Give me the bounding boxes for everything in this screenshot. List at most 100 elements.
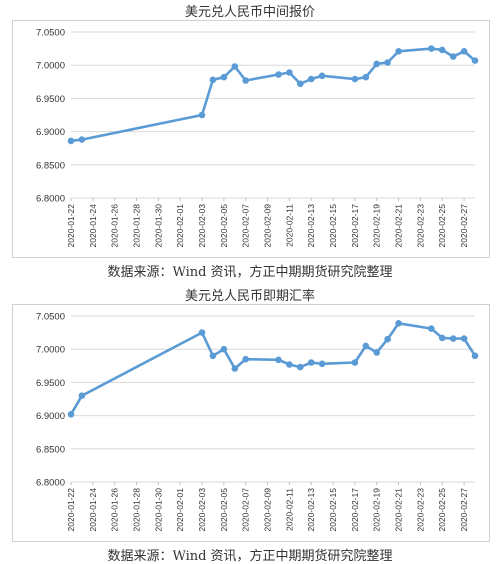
x-tick-label: 2020-02-09 (263, 488, 273, 532)
chart-1-svg: 7.05007.00006.95006.90006.85006.80002020… (36, 28, 479, 248)
data-point (242, 355, 249, 363)
data-point (384, 59, 391, 66)
x-tick-label: 2020-02-09 (263, 204, 273, 248)
data-point (78, 136, 86, 143)
y-tick-label: 6.9000 (36, 411, 65, 422)
data-point (449, 53, 457, 60)
data-point (428, 45, 435, 52)
chart-2-plot-frame: 7.0500 7.0000 6.9500 6.9000 6.8500 6.8000 2020… (12, 304, 490, 542)
x-tick-label: 2020-02-21 (394, 204, 404, 248)
y-tick-label: 7.0000 (36, 345, 65, 356)
x-tick-label: 2020-01-22 (66, 488, 76, 532)
data-point (307, 359, 315, 366)
x-tick-label: 2020-01-28 (132, 204, 142, 248)
chart-1-plot-frame: 7.0500 7.0000 6.9500 6.9000 6.8500 6.8000 2020… (12, 20, 490, 258)
x-tick-label: 2020-02-05 (219, 488, 229, 532)
y-tick-label: 7.0500 (36, 28, 65, 39)
x-tick-label: 2020-02-25 (437, 204, 447, 248)
x-tick-label: 2020-02-07 (241, 204, 251, 248)
x-tick-label: 2020-01-26 (110, 204, 120, 248)
x-tick-label: 2020-02-25 (437, 488, 447, 532)
data-point (318, 360, 326, 368)
x-tick-label: 2020-02-03 (197, 204, 207, 248)
x-tick-label: 2020-02-21 (394, 488, 404, 532)
x-tick-label: 2020-02-23 (415, 488, 425, 532)
data-point (231, 365, 239, 372)
data-point (351, 359, 359, 366)
x-tick-label: 2020-02-03 (197, 488, 207, 532)
x-tick-label: 2020-02-07 (241, 488, 251, 532)
data-point (428, 325, 435, 332)
data-point (307, 75, 315, 83)
data-point (373, 349, 381, 356)
x-tick-label: 2020-02-01 (175, 204, 185, 248)
chart-1-title: 美元兑人民币中间报价 (184, 5, 315, 20)
data-point (198, 111, 206, 119)
x-tick-label: 2020-02-23 (415, 204, 425, 248)
y-tick-label: 6.8000 (36, 478, 65, 489)
data-point (220, 345, 228, 353)
data-point (471, 57, 479, 64)
data-point (362, 342, 370, 350)
x-tick-label: 2020-02-27 (459, 204, 469, 248)
y-tick-label: 6.9500 (36, 94, 65, 105)
x-tick-label: 2020-02-15 (328, 204, 338, 248)
x-tick-label: 2020-01-30 (153, 204, 163, 248)
y-tick-label: 6.8000 (36, 194, 65, 205)
data-point (471, 352, 479, 360)
data-point (395, 320, 402, 327)
x-tick-label: 2020-01-22 (66, 204, 76, 248)
x-tick-label: 2020-02-15 (328, 488, 338, 532)
data-point (438, 46, 446, 54)
x-tick-label: 2020-01-24 (88, 488, 98, 532)
series-line (69, 321, 477, 415)
data-point (286, 361, 293, 368)
data-point (373, 60, 381, 68)
data-point (198, 329, 206, 336)
data-point (275, 356, 282, 364)
data-point (351, 75, 359, 83)
x-tick-label: 2020-01-24 (88, 204, 98, 248)
data-point (460, 335, 468, 342)
x-tick-label: 2020-02-27 (459, 488, 469, 532)
chart-2-title: 美元兑人民币即期汇率 (184, 289, 315, 304)
y-tick-label: 6.9000 (36, 127, 65, 138)
data-point (67, 137, 75, 145)
y-tick-label: 7.0500 (36, 312, 65, 323)
y-tick-label: 6.8500 (36, 444, 65, 455)
data-point (384, 335, 391, 343)
data-point (362, 73, 370, 81)
x-tick-label: 2020-02-17 (350, 488, 360, 532)
y-tick-label: 6.8500 (36, 160, 65, 171)
x-tick-label: 2020-02-11 (284, 488, 294, 531)
x-tick-label: 2020-02-17 (350, 204, 360, 248)
data-point (220, 73, 228, 81)
x-tick-label: 2020-01-30 (153, 488, 163, 532)
data-point (297, 80, 304, 88)
y-tick-label: 6.9500 (36, 378, 65, 389)
data-point (449, 335, 457, 342)
data-point (242, 77, 249, 84)
data-point (209, 352, 217, 360)
x-tick-label: 2020-02-11 (284, 204, 294, 247)
data-point (438, 334, 446, 342)
x-tick-label: 2020-02-13 (306, 204, 316, 248)
x-tick-label: 2020-02-19 (372, 488, 382, 532)
series-line (70, 47, 476, 143)
x-tick-label: 2020-02-19 (372, 204, 382, 248)
data-point (460, 48, 468, 55)
data-point (209, 76, 217, 84)
chart-2-source: 数据来源：Wind 资讯，方正中期期货研究院整理 (107, 549, 393, 564)
data-point (78, 392, 86, 399)
chart-2-svg: 7.05007.00006.95006.90006.85006.80002020… (36, 312, 479, 532)
x-tick-label: 2020-02-13 (306, 488, 316, 532)
data-point (318, 72, 326, 80)
x-tick-label: 2020-02-01 (175, 488, 185, 532)
x-tick-label: 2020-01-26 (110, 488, 120, 532)
data-point (395, 48, 402, 55)
data-point (231, 63, 239, 70)
data-point (297, 363, 304, 371)
data-point (67, 411, 75, 418)
y-tick-label: 7.0000 (36, 61, 65, 72)
chart-1-source: 数据来源：Wind 资讯，方正中期期货研究院整理 (107, 265, 393, 280)
